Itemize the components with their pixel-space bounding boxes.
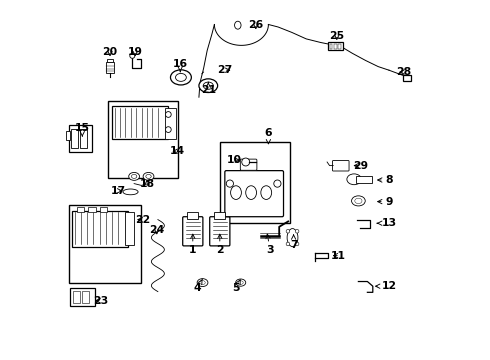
Bar [338,44,341,49]
Bar [112,106,168,139]
Ellipse shape [131,175,137,178]
Ellipse shape [203,82,213,89]
FancyBboxPatch shape [225,171,284,217]
Bar [73,291,80,303]
Circle shape [226,180,233,187]
Ellipse shape [231,186,242,199]
Text: 7: 7 [290,235,297,250]
Ellipse shape [200,281,205,285]
Ellipse shape [245,186,257,199]
Ellipse shape [175,73,186,81]
Bar [108,101,178,178]
Bar [187,212,198,219]
Ellipse shape [261,186,271,199]
Text: 16: 16 [172,59,188,72]
Circle shape [274,180,281,187]
Bar [72,129,78,148]
Text: 9: 9 [378,197,393,207]
Text: 6: 6 [265,128,272,144]
Circle shape [166,127,171,132]
Text: 2: 2 [216,234,223,255]
FancyBboxPatch shape [333,161,349,171]
FancyBboxPatch shape [356,176,372,183]
Ellipse shape [242,158,250,166]
Ellipse shape [123,189,138,195]
Circle shape [286,229,290,233]
Text: 21: 21 [201,82,216,95]
Text: 22: 22 [135,215,150,225]
Circle shape [295,242,299,246]
Text: 26: 26 [248,20,264,30]
FancyBboxPatch shape [210,217,230,246]
Bar [66,131,70,140]
Circle shape [295,229,299,233]
Ellipse shape [236,279,245,286]
Bar [334,44,337,49]
FancyBboxPatch shape [240,159,257,170]
Text: 29: 29 [353,161,368,171]
Text: 11: 11 [331,251,346,261]
FancyBboxPatch shape [88,207,96,212]
FancyBboxPatch shape [100,207,107,212]
Text: 8: 8 [378,175,393,185]
Bar [82,291,90,303]
Text: 27: 27 [218,65,233,75]
Text: 25: 25 [329,31,344,41]
Text: 18: 18 [140,179,154,189]
Text: 19: 19 [128,47,143,57]
Ellipse shape [171,70,192,85]
FancyBboxPatch shape [106,62,114,73]
Text: 15: 15 [75,123,90,136]
FancyBboxPatch shape [183,217,203,246]
Bar [80,129,87,148]
Ellipse shape [355,198,362,204]
Text: 10: 10 [227,155,242,165]
FancyBboxPatch shape [71,288,95,306]
Text: 28: 28 [396,67,412,77]
Text: 20: 20 [102,47,118,57]
Bar [69,205,141,283]
FancyBboxPatch shape [328,42,343,50]
Ellipse shape [235,21,241,29]
Ellipse shape [146,175,151,178]
Text: 23: 23 [93,296,108,306]
Ellipse shape [238,281,243,284]
Ellipse shape [287,229,298,247]
Ellipse shape [129,172,140,180]
Text: 13: 13 [377,218,396,228]
Bar [330,44,333,49]
Text: 1: 1 [189,234,196,255]
Ellipse shape [351,196,365,206]
Bar [72,211,128,247]
Ellipse shape [197,279,208,287]
Text: 17: 17 [111,186,126,196]
Bar [107,58,113,62]
Text: 4: 4 [194,279,202,293]
Text: 24: 24 [149,225,165,235]
FancyBboxPatch shape [76,207,84,212]
Text: 3: 3 [266,234,274,255]
Ellipse shape [347,174,361,185]
Bar [165,108,176,139]
Circle shape [130,53,135,58]
Text: 5: 5 [232,280,240,293]
Text: 12: 12 [376,281,396,291]
Circle shape [166,112,171,117]
FancyBboxPatch shape [403,75,411,81]
Bar [220,142,290,223]
Ellipse shape [199,79,218,93]
Bar [125,212,134,245]
Bar [215,212,225,219]
Text: 14: 14 [170,146,185,156]
Ellipse shape [143,172,154,180]
FancyBboxPatch shape [69,125,92,152]
Circle shape [286,242,290,246]
